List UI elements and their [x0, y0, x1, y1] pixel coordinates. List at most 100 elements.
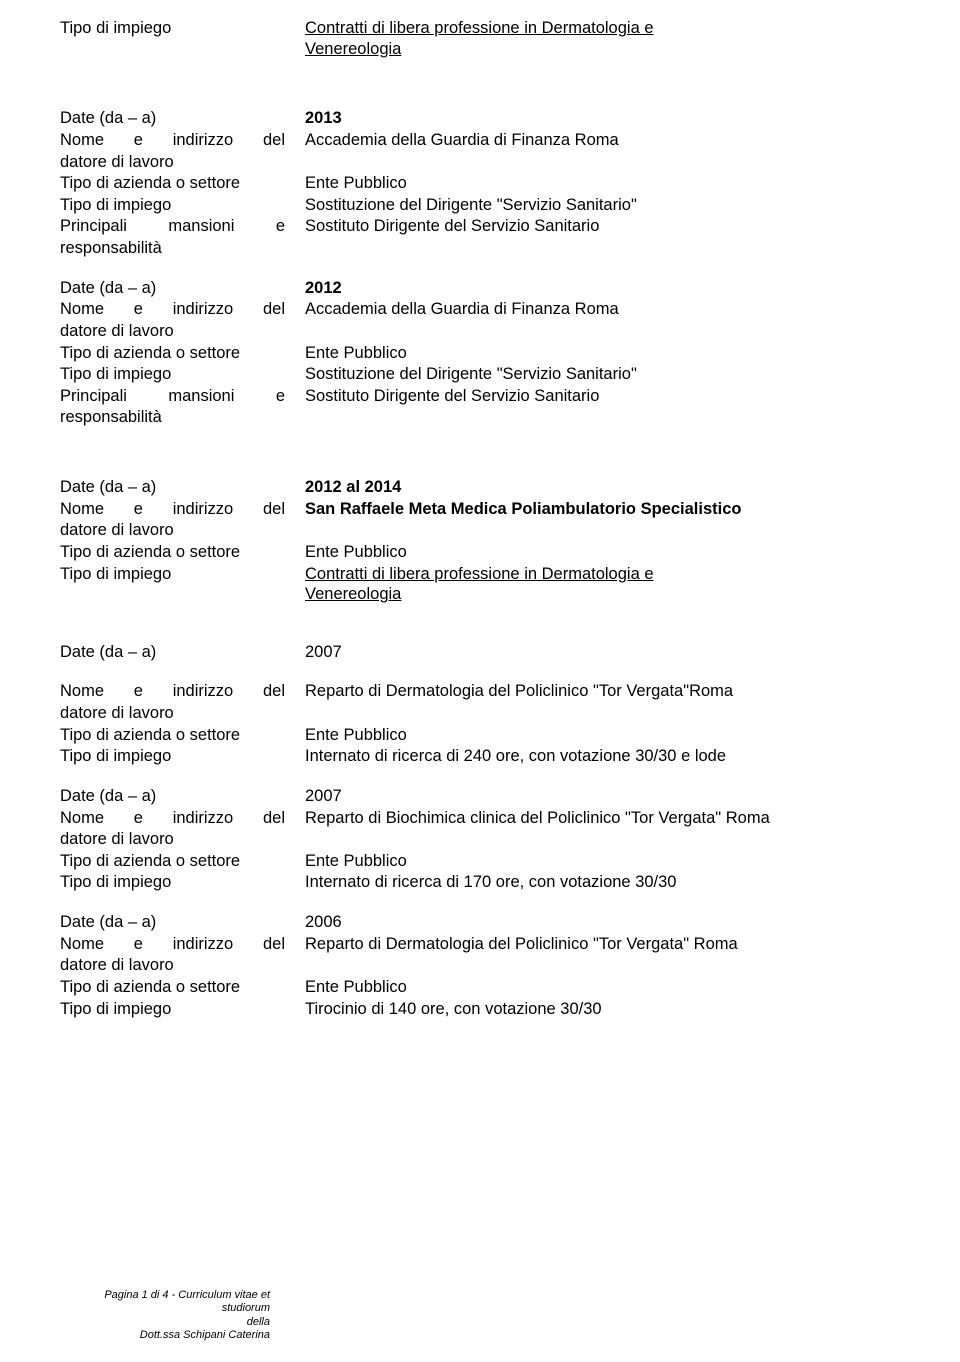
label-azienda: Tipo di azienda o settore — [60, 343, 305, 364]
label-date: Date (da – a) — [60, 786, 305, 807]
label-nome-l2: datore di lavoro — [60, 955, 305, 976]
e5-nome-row: Nome e indirizzo del Reparto di Biochimi… — [60, 808, 900, 829]
label-azienda: Tipo di azienda o settore — [60, 542, 305, 563]
e6-nome-row2: datore di lavoro — [60, 955, 900, 976]
e1-nome-row: Nome e indirizzo del Accademia della Gua… — [60, 130, 900, 151]
page-footer: Pagina 1 di 4 - Curriculum vitae et stud… — [60, 1289, 270, 1342]
e4-azienda: Ente Pubblico — [305, 725, 900, 746]
e6-azienda: Ente Pubblico — [305, 977, 900, 998]
footer-l1: Pagina 1 di 4 - Curriculum vitae et stud… — [60, 1289, 270, 1315]
e5-azienda: Ente Pubblico — [305, 851, 900, 872]
e1-azienda-row: Tipo di azienda o settore Ente Pubblico — [60, 173, 900, 194]
e6-nome-row: Nome e indirizzo del Reparto di Dermatol… — [60, 934, 900, 955]
label-mansioni-l2: responsabilità — [60, 407, 305, 428]
e4-nome: Reparto di Dermatologia del Policlinico … — [305, 681, 900, 702]
e1-mansioni: Sostituto Dirigente del Servizio Sanitar… — [305, 216, 900, 237]
e4-date-row: Date (da – a) 2007 — [60, 642, 900, 663]
label-azienda: Tipo di azienda o settore — [60, 173, 305, 194]
e1-mansioni-row2: responsabilità — [60, 238, 900, 259]
e1-date: 2013 — [305, 108, 900, 129]
label-impiego: Tipo di impiego — [60, 746, 305, 767]
e4-impiego: Internato di ricerca di 240 ore, con vot… — [305, 746, 900, 767]
label-azienda: Tipo di azienda o settore — [60, 977, 305, 998]
e6-impiego: Tirocinio di 140 ore, con votazione 30/3… — [305, 999, 900, 1020]
e1-azienda: Ente Pubblico — [305, 173, 900, 194]
e2-nome-row: Nome e indirizzo del Accademia della Gua… — [60, 299, 900, 320]
e6-azienda-row: Tipo di azienda o settore Ente Pubblico — [60, 977, 900, 998]
e2-impiego-row: Tipo di impiego Sostituzione del Dirigen… — [60, 364, 900, 385]
label-nome-l2: datore di lavoro — [60, 520, 305, 541]
label-date: Date (da – a) — [60, 912, 305, 933]
e5-nome: Reparto di Biochimica clinica del Policl… — [305, 808, 900, 829]
label-nome-l2: datore di lavoro — [60, 829, 305, 850]
e4-date: 2007 — [305, 642, 900, 663]
e2-mansioni: Sostituto Dirigente del Servizio Sanitar… — [305, 386, 900, 407]
e3-impiego-row: Tipo di impiego Contratti di libera prof… — [60, 564, 900, 605]
label-nome-l1: Nome e indirizzo del — [60, 808, 305, 829]
e1-date-row: Date (da – a) 2013 — [60, 108, 900, 129]
top-impiego-value: Contratti di libera professione in Derma… — [305, 18, 900, 59]
label-nome-l1: Nome e indirizzo del — [60, 130, 305, 151]
e6-date: 2006 — [305, 912, 900, 933]
e3-nome-row2: datore di lavoro — [60, 520, 900, 541]
label-impiego: Tipo di impiego — [60, 872, 305, 893]
label-nome-l1: Nome e indirizzo del — [60, 299, 305, 320]
e5-azienda-row: Tipo di azienda o settore Ente Pubblico — [60, 851, 900, 872]
e1-impiego: Sostituzione del Dirigente "Servizio San… — [305, 195, 900, 216]
top-impiego-row: Tipo di impiego Contratti di libera prof… — [60, 18, 900, 59]
e2-nome-row2: datore di lavoro — [60, 321, 900, 342]
label-impiego: Tipo di impiego — [60, 364, 305, 385]
label-date: Date (da – a) — [60, 477, 305, 498]
footer-l2: della — [60, 1316, 270, 1329]
e3-impiego-value: Contratti di libera professione in Derma… — [305, 564, 900, 605]
e2-azienda-row: Tipo di azienda o settore Ente Pubblico — [60, 343, 900, 364]
e3-nome: San Raffaele Meta Medica Poliambulatorio… — [305, 499, 900, 520]
footer-l3: Dott.ssa Schipani Caterina — [60, 1329, 270, 1342]
e5-date: 2007 — [305, 786, 900, 807]
e4-nome-row2: datore di lavoro — [60, 703, 900, 724]
e1-mansioni-row: Principali mansioni e Sostituto Dirigent… — [60, 216, 900, 237]
e3-azienda: Ente Pubblico — [305, 542, 900, 563]
label-impiego: Tipo di impiego — [60, 999, 305, 1020]
e3-azienda-row: Tipo di azienda o settore Ente Pubblico — [60, 542, 900, 563]
e6-impiego-row: Tipo di impiego Tirocinio di 140 ore, co… — [60, 999, 900, 1020]
e4-impiego-row: Tipo di impiego Internato di ricerca di … — [60, 746, 900, 767]
e1-impiego-row: Tipo di impiego Sostituzione del Dirigen… — [60, 195, 900, 216]
label-mansioni-l2: responsabilità — [60, 238, 305, 259]
label-mansioni-l1: Principali mansioni e — [60, 386, 305, 407]
label-date: Date (da – a) — [60, 278, 305, 299]
e3-impiego-l2: Venereologia — [305, 585, 401, 603]
label-azienda: Tipo di azienda o settore — [60, 851, 305, 872]
e4-nome-row: Nome e indirizzo del Reparto di Dermatol… — [60, 681, 900, 702]
label-nome-l2: datore di lavoro — [60, 703, 305, 724]
e3-nome-row: Nome e indirizzo del San Raffaele Meta M… — [60, 499, 900, 520]
e2-date: 2012 — [305, 278, 900, 299]
label-tipo-impiego: Tipo di impiego — [60, 18, 305, 59]
label-impiego: Tipo di impiego — [60, 564, 305, 605]
top-impiego-l2: Venereologia — [305, 40, 401, 58]
e5-impiego: Internato di ricerca di 170 ore, con vot… — [305, 872, 900, 893]
e2-azienda: Ente Pubblico — [305, 343, 900, 364]
e6-nome: Reparto di Dermatologia del Policlinico … — [305, 934, 900, 955]
e3-date-row: Date (da – a) 2012 al 2014 — [60, 477, 900, 498]
label-date: Date (da – a) — [60, 642, 305, 663]
top-impiego-l1: Contratti di libera professione in Derma… — [305, 19, 654, 37]
label-nome-l2: datore di lavoro — [60, 152, 305, 173]
e2-mansioni-row: Principali mansioni e Sostituto Dirigent… — [60, 386, 900, 407]
e2-impiego: Sostituzione del Dirigente "Servizio San… — [305, 364, 900, 385]
e3-impiego-l1: Contratti di libera professione in Derma… — [305, 565, 654, 583]
e3-date: 2012 al 2014 — [305, 477, 900, 498]
e5-impiego-row: Tipo di impiego Internato di ricerca di … — [60, 872, 900, 893]
label-nome-l2: datore di lavoro — [60, 321, 305, 342]
e6-date-row: Date (da – a) 2006 — [60, 912, 900, 933]
e5-date-row: Date (da – a) 2007 — [60, 786, 900, 807]
label-impiego: Tipo di impiego — [60, 195, 305, 216]
label-nome-l1: Nome e indirizzo del — [60, 934, 305, 955]
e2-mansioni-row2: responsabilità — [60, 407, 900, 428]
label-nome-l1: Nome e indirizzo del — [60, 681, 305, 702]
e2-date-row: Date (da – a) 2012 — [60, 278, 900, 299]
label-mansioni-l1: Principali mansioni e — [60, 216, 305, 237]
label-azienda: Tipo di azienda o settore — [60, 725, 305, 746]
e2-nome: Accademia della Guardia di Finanza Roma — [305, 299, 900, 320]
label-nome-l1: Nome e indirizzo del — [60, 499, 305, 520]
